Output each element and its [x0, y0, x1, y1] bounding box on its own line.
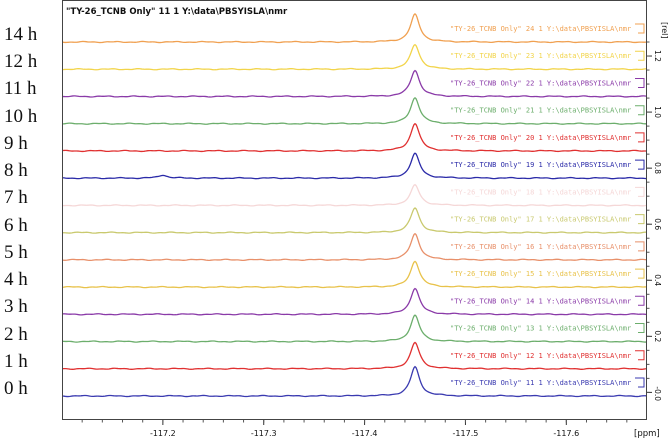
x-axis: -117.2 -117.3 -117.4 -117.5 -117.6 [81, 420, 628, 438]
spectrum-trace [62, 13, 647, 44]
y-tick-label: 1.0 [653, 106, 662, 118]
spectrum-trace [62, 69, 647, 98]
spectrum-trace [62, 341, 647, 370]
spectrum-trace [63, 207, 647, 234]
y-tick-label: 1.2 [653, 50, 662, 62]
integral-bracket [635, 186, 645, 197]
time-label: 6 h [4, 214, 28, 236]
time-label: 12 h [4, 51, 38, 73]
nmr-chart-svg: "TY-26_TCNB Only" 24 1 Y:\data\PBSYISLA\… [62, 0, 669, 439]
spectrum-trace [62, 183, 647, 207]
plot-frame [62, 0, 647, 420]
series-label: "TY-26_TCNB Only" 12 1 Y:\data\PBSYISLA\… [450, 352, 631, 360]
series-label: "TY-26_TCNB Only" 18 1 Y:\data\PBSYISLA\… [450, 188, 631, 196]
integral-brackets [635, 23, 645, 388]
series-label: "TY-26_TCNB Only" 20 1 Y:\data\PBSYISLA\… [450, 134, 631, 142]
y-tick-label: 0.8 [653, 162, 662, 174]
time-label: 7 h [4, 187, 28, 209]
time-label: 14 h [4, 24, 38, 45]
time-label: 9 h [4, 132, 28, 154]
spectra-traces [62, 13, 647, 398]
time-label: 11 h [4, 78, 37, 100]
series-label: "TY-26_TCNB Only" 15 1 Y:\data\PBSYISLA\… [450, 270, 631, 278]
integral-bracket [635, 323, 645, 334]
spectrum-trace [62, 365, 647, 398]
x-tick-label: -117.3 [251, 429, 277, 438]
spectrum-trace [62, 152, 647, 180]
time-label: 1 h [4, 350, 28, 372]
y-tick-label: -0.0 [653, 386, 662, 401]
series-label: "TY-26_TCNB Only" 13 1 Y:\data\PBSYISLA\… [450, 325, 631, 333]
x-tick-label: -117.5 [453, 429, 479, 438]
x-axis-unit: [ppm] [634, 429, 660, 439]
series-label: "TY-26_TCNB Only" 17 1 Y:\data\PBSYISLA\… [450, 216, 631, 224]
series-label: "TY-26_TCNB Only" 19 1 Y:\data\PBSYISLA\… [450, 161, 631, 169]
x-tick-label: -117.6 [553, 429, 579, 438]
y-axis-unit: [rel] [660, 22, 669, 39]
time-label: 0 h [4, 378, 28, 399]
time-label: 8 h [4, 160, 28, 182]
series-label: "TY-26_TCNB Only" 24 1 Y:\data\PBSYISLA\… [450, 25, 631, 33]
integral-bracket [635, 77, 645, 88]
y-axis: 1.2 1.0 0.8 0.6 0.4 0.2 -0.0 [647, 41, 662, 401]
time-label: 4 h [4, 269, 28, 291]
spectrum-trace [62, 260, 647, 289]
nmr-stacked-plot: "TY-26_TCNB Only" 24 1 Y:\data\PBSYISLA\… [62, 0, 669, 440]
time-labels: 14 h 12 h 11 h 10 h 9 h 8 h 7 h 6 h 5 h 4 h 3 h 2 h… [0, 0, 62, 440]
plot-header: "TY-26_TCNB Only" 11 1 Y:\data\PBSYISLA\… [66, 7, 288, 17]
series-label: "TY-26_TCNB Only" 14 1 Y:\data\PBSYISLA\… [450, 297, 631, 305]
spectrum-trace [62, 232, 647, 262]
integral-bracket [635, 105, 645, 116]
series-label: "TY-26_TCNB Only" 22 1 Y:\data\PBSYISLA\… [450, 80, 631, 88]
integral-bracket [635, 241, 645, 252]
series-label: "TY-26_TCNB Only" 23 1 Y:\data\PBSYISLA\… [450, 52, 631, 60]
spectrum-trace [62, 314, 646, 343]
spectrum-trace [62, 287, 647, 316]
y-tick-label: 0.2 [653, 330, 662, 342]
integral-bracket [635, 23, 645, 34]
time-label: 3 h [4, 296, 28, 318]
spectrum-trace [62, 43, 647, 71]
integral-bracket [635, 132, 645, 143]
time-label: 2 h [4, 323, 28, 345]
integral-bracket [635, 350, 645, 361]
spectrum-trace [62, 96, 647, 125]
series-label: "TY-26_TCNB Only" 16 1 Y:\data\PBSYISLA\… [450, 243, 631, 251]
time-label: 5 h [4, 241, 28, 263]
integral-bracket [635, 50, 645, 61]
series-labels: "TY-26_TCNB Only" 24 1 Y:\data\PBSYISLA\… [450, 25, 631, 387]
time-label: 10 h [4, 105, 38, 127]
integral-bracket [635, 159, 645, 170]
integral-bracket [635, 268, 645, 279]
integral-bracket [635, 214, 645, 225]
integral-bracket [635, 377, 645, 388]
x-tick-label: -117.4 [352, 429, 378, 438]
series-label: "TY-26_TCNB Only" 11 1 Y:\data\PBSYISLA\… [450, 379, 631, 387]
y-tick-label: 0.6 [653, 218, 662, 230]
x-tick-label: -117.2 [150, 429, 176, 438]
series-label: "TY-26_TCNB Only" 21 1 Y:\data\PBSYISLA\… [450, 107, 631, 115]
spectrum-trace [62, 122, 647, 153]
integral-bracket [635, 295, 645, 306]
y-tick-label: 0.4 [653, 274, 662, 286]
